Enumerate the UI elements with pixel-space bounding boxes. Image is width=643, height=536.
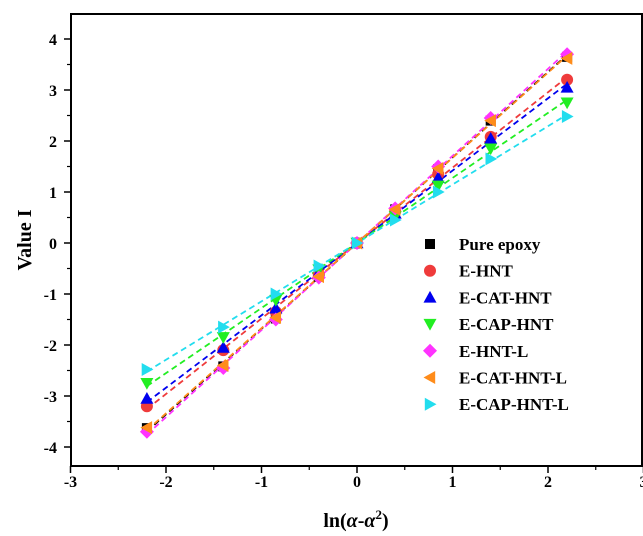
x-axis-title: ln(α-α2) — [323, 507, 388, 532]
marker-triangle-right — [270, 287, 283, 301]
marker-triangle-left — [560, 51, 573, 65]
marker-triangle-down — [431, 180, 445, 193]
legend-label: Pure epoxy — [459, 235, 541, 254]
marker-triangle-up — [431, 171, 445, 183]
x-tick-label: 2 — [544, 474, 552, 491]
marker-triangle-left — [423, 371, 436, 384]
y-tick-label: 3 — [49, 83, 57, 100]
marker-triangle-right — [485, 152, 498, 166]
marker-triangle-up — [140, 392, 154, 404]
marker-triangle-left — [312, 270, 324, 284]
data-markers — [139, 47, 575, 439]
marker-triangle-up — [423, 290, 437, 303]
marker-triangle-left — [431, 162, 444, 176]
fit-line — [146, 113, 568, 373]
marker-triangle-left — [216, 358, 229, 372]
y-axis-ticks: -4 -3 -2 -1 0 1 2 3 4 — [44, 32, 71, 457]
marker-triangle-left — [388, 202, 401, 216]
legend: Pure epoxy E-HNT E-CAT-HNT E-CAP-HNT E-HNT-L… — [423, 235, 569, 414]
marker-triangle-right — [351, 236, 364, 250]
marker-triangle-right — [313, 259, 326, 273]
marker-triangle-up — [269, 301, 283, 314]
marker-triangle-down — [484, 143, 498, 156]
marker-triangle-right — [390, 213, 402, 227]
x-tick-label: 0 — [353, 474, 361, 491]
marker-triangle-right — [141, 362, 154, 376]
legend-label: E-CAT-HNT — [459, 288, 552, 307]
marker-triangle-up — [484, 131, 498, 144]
marker-triangle-right — [218, 320, 230, 334]
legend-label: E-HNT-L — [459, 342, 528, 361]
marker-triangle-down — [140, 378, 154, 390]
legend-label: E-CAP-HNT — [459, 315, 554, 334]
marker-triangle-right — [561, 110, 574, 124]
marker-triangle-right — [432, 185, 445, 199]
y-axis-title: Value I — [14, 209, 36, 270]
y-tick-label: -4 — [44, 440, 57, 457]
marker-triangle-left — [269, 310, 282, 324]
series-markers — [141, 110, 574, 376]
marker-triangle-down — [423, 318, 437, 331]
y-tick-label: 1 — [49, 185, 57, 202]
marker-diamond — [423, 343, 437, 358]
x-tick-label: 3 — [640, 474, 643, 491]
x-tick-label: -1 — [255, 474, 268, 491]
x-tick-label: -2 — [159, 474, 172, 491]
marker-triangle-up — [216, 341, 230, 353]
legend-label: E-HNT — [459, 262, 514, 281]
marker-triangle-left — [484, 114, 496, 128]
y-tick-label: 2 — [49, 134, 57, 151]
x-tick-label: 1 — [449, 474, 457, 491]
x-tick-label: -3 — [64, 474, 77, 491]
legend-label: E-CAT-HNT-L — [459, 369, 567, 388]
marker-circle — [561, 73, 574, 86]
y-tick-label: 4 — [49, 32, 57, 49]
legend-label: E-CAP-HNT-L — [459, 395, 569, 414]
y-tick-label: 0 — [49, 236, 57, 253]
y-tick-label: -2 — [44, 338, 57, 355]
marker-triangle-left — [140, 421, 153, 435]
marker-circle — [424, 264, 436, 277]
marker-triangle-up — [560, 80, 574, 93]
y-tick-label: -3 — [44, 389, 57, 406]
x-axis-ticks: -3 -2 -1 0 1 2 3 — [64, 466, 643, 491]
marker-triangle-right — [424, 397, 437, 411]
marker-triangle-down — [216, 332, 230, 344]
marker-square — [425, 239, 435, 249]
marker-triangle-down — [560, 97, 574, 110]
y-tick-label: -1 — [44, 287, 57, 304]
